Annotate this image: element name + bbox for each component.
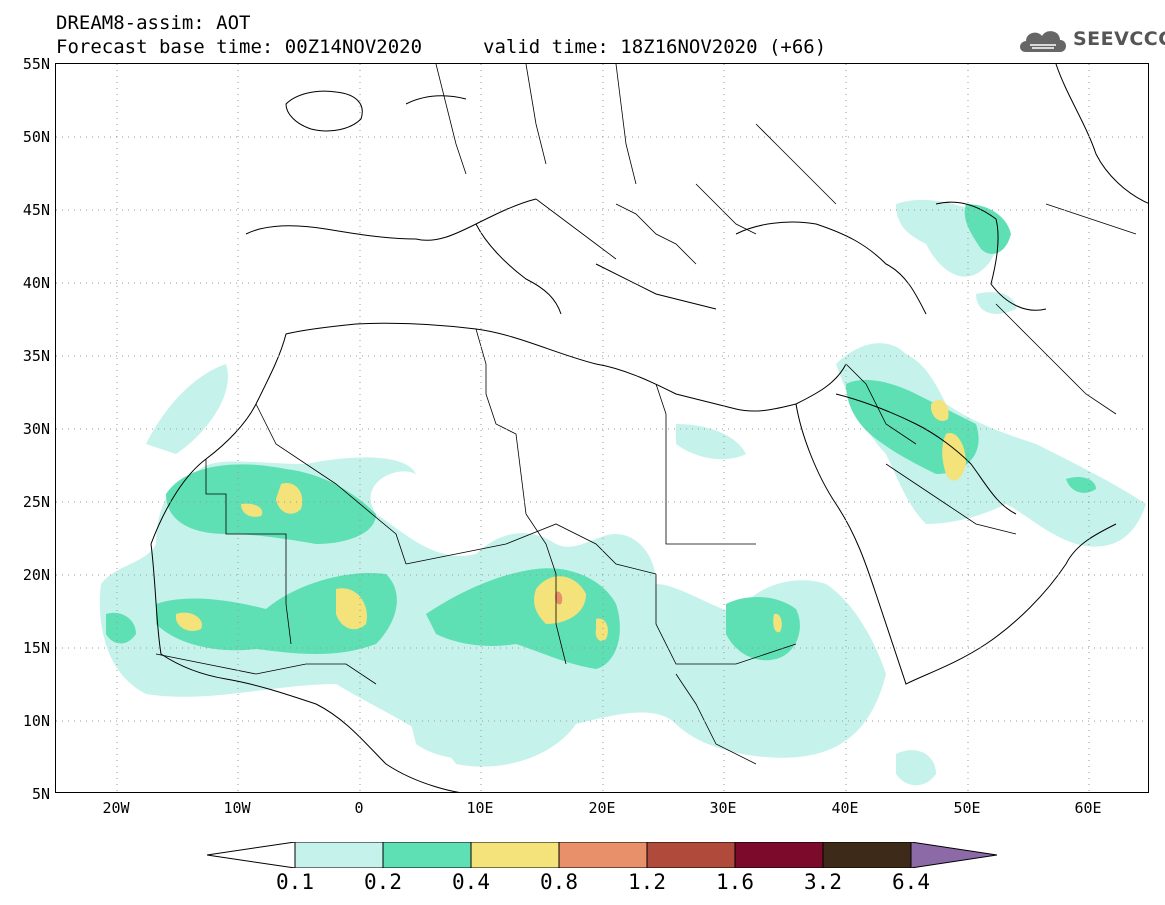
lat-label: 50N [22, 128, 50, 146]
forecast-base-time: Forecast base time: 00Z14NOV2020 [56, 36, 423, 58]
valid-time: valid time: 18Z16NOV2020 (+66) [483, 36, 827, 58]
lon-label: 20W [102, 799, 130, 817]
coastlines [150, 64, 1148, 792]
colorbar-under-triangle [207, 842, 296, 868]
lat-label: 25N [22, 493, 50, 511]
colorbar-over-triangle [910, 842, 997, 868]
lat-label: 35N [22, 347, 50, 365]
lat-label: 40N [22, 274, 50, 292]
lon-label: 30E [709, 799, 737, 817]
lon-label: 60E [1074, 799, 1102, 817]
map-title: DREAM8-assim: AOT [56, 12, 251, 34]
legend-label: 0.8 [540, 870, 578, 894]
lat-label: 10N [22, 712, 50, 730]
legend-label: 0.2 [364, 870, 402, 894]
lat-label: 5N [31, 785, 50, 803]
colorbar-segment [646, 842, 736, 868]
legend-label: 1.2 [628, 870, 666, 894]
colorbar-segment [822, 842, 912, 868]
colorbar-segment [294, 842, 384, 868]
color-bar [207, 842, 997, 868]
lon-label: 20E [588, 799, 616, 817]
colorbar-segment [734, 842, 824, 868]
lon-label: 50E [953, 799, 981, 817]
cloud-logo-icon [1020, 31, 1066, 52]
legend-label: 3.2 [804, 870, 842, 894]
colorbar-segment [470, 842, 560, 868]
legend-label: 0.4 [452, 870, 490, 894]
lat-label: 55N [22, 55, 50, 73]
map-panel [55, 63, 1149, 793]
lon-label: 10W [223, 799, 251, 817]
country-borders [155, 64, 1137, 765]
colorbar-segment [558, 842, 648, 868]
legend-label: 6.4 [892, 870, 930, 894]
lon-label: 0 [354, 799, 364, 817]
legend-label: 1.6 [716, 870, 754, 894]
logo-text: SEEVCCC [1073, 28, 1165, 50]
lat-label: 15N [22, 639, 50, 657]
lat-label: 45N [22, 201, 50, 219]
aot-map [56, 64, 1148, 792]
lon-label: 10E [466, 799, 494, 817]
colorbar-segment [382, 842, 472, 868]
legend-label: 0.1 [276, 870, 314, 894]
lat-label: 30N [22, 420, 50, 438]
lon-label: 40E [831, 799, 859, 817]
graticule [56, 64, 1148, 792]
aot-contour-0.8 [555, 591, 563, 605]
lat-label: 20N [22, 566, 50, 584]
